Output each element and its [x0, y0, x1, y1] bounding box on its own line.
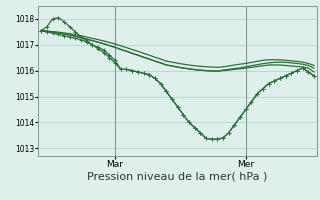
- X-axis label: Pression niveau de la mer( hPa ): Pression niveau de la mer( hPa ): [87, 172, 268, 182]
